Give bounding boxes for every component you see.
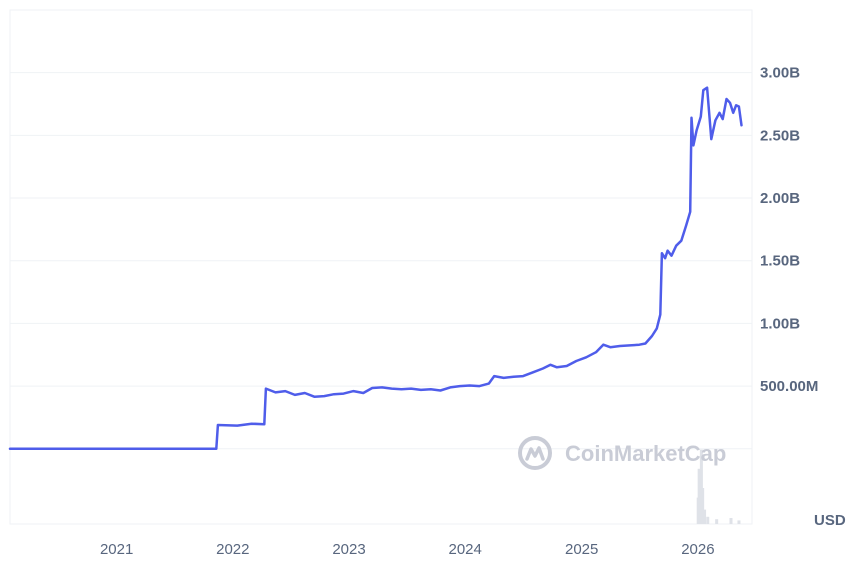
currency-label: USD (814, 512, 846, 529)
volume-bar (706, 516, 710, 524)
volume-bar (737, 520, 741, 524)
x-tick-label: 2021 (100, 541, 133, 558)
x-tick-label: 2025 (565, 541, 598, 558)
y-axis-tick-labels: 500.00M 1.00B 1.50B 2.00B 2.50B 3.00B (760, 65, 818, 395)
volume-bars (696, 449, 741, 524)
plot-frame (9, 9, 753, 525)
y-tick-label: 2.50B (760, 127, 800, 144)
x-tick-label: 2024 (449, 541, 482, 558)
volume-bar (701, 488, 705, 524)
y-tick-label: 3.00B (760, 65, 800, 82)
volume-bar (715, 519, 719, 524)
x-axis-tick-labels: 2021 2022 2023 2024 2025 2026 (100, 541, 715, 558)
grid-lines (10, 72, 752, 450)
watermark-text: CoinMarketCap (565, 441, 726, 466)
y-tick-label: 2.00B (760, 190, 800, 207)
volume-bar (703, 509, 707, 524)
market-cap-line (8, 86, 743, 451)
coinmarketcap-logo-icon (518, 436, 552, 470)
volume-bar (699, 449, 703, 524)
y-tick-label: 500.00M (760, 378, 818, 395)
y-tick-label: 1.50B (760, 253, 800, 270)
y-tick-label: 1.00B (760, 315, 800, 332)
x-tick-label: 2023 (332, 541, 365, 558)
watermark: CoinMarketCap (518, 436, 726, 470)
x-tick-label: 2026 (681, 541, 714, 558)
x-tick-label: 2022 (216, 541, 249, 558)
volume-bar (729, 518, 733, 524)
